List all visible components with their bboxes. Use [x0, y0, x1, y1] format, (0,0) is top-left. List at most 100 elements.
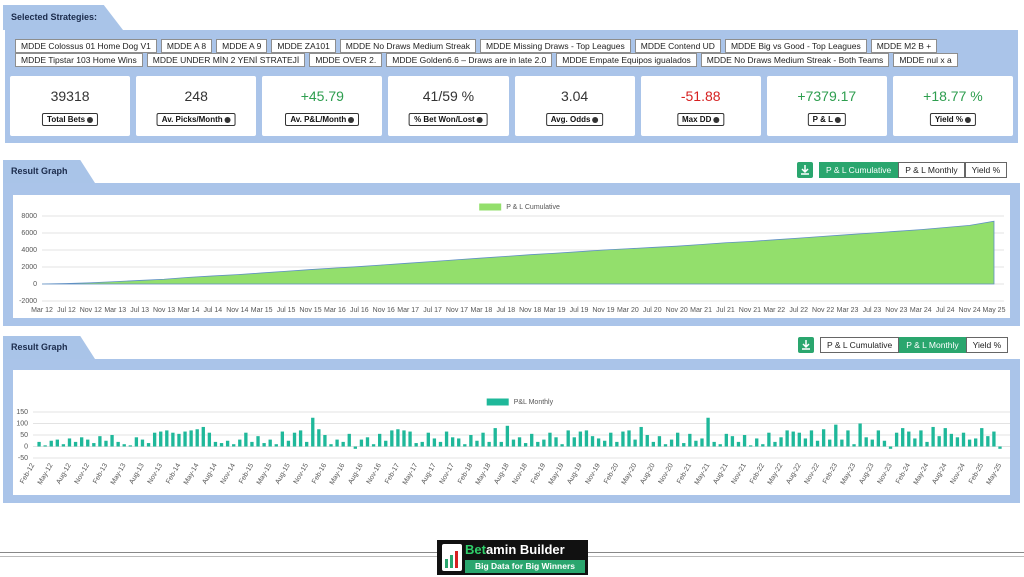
stat-label-box: Avg. Odds: [545, 113, 604, 126]
graph-toggle[interactable]: Yield %: [965, 337, 1009, 353]
bar: [791, 431, 795, 447]
strategy-tag: MDDE No Draws Medium Streak - Both Teams: [700, 53, 890, 67]
bar: [840, 439, 844, 447]
x-tick-label: Feb-21: [676, 462, 693, 485]
bar: [384, 440, 388, 447]
bar: [967, 439, 972, 447]
bar: [225, 440, 230, 447]
bar: [244, 432, 248, 447]
bar: [298, 430, 303, 447]
y-tick-label: -50: [18, 455, 28, 462]
bar: [894, 432, 899, 447]
bar: [201, 426, 205, 447]
bar: [931, 426, 935, 447]
x-tick-label: Jul 16: [350, 307, 369, 314]
bar: [329, 444, 333, 447]
stat-label-box: Max DD: [677, 113, 725, 126]
bar: [438, 441, 443, 447]
x-tick-label: May-24: [913, 462, 931, 486]
bar: [694, 440, 698, 447]
x-tick-label: May-21: [694, 462, 712, 486]
graph-toggle[interactable]: P & L Monthly: [898, 162, 965, 178]
strategy-tag: MDDE Empate Equipos igualados: [556, 53, 697, 67]
graph-toggle[interactable]: P & L Monthly: [899, 337, 966, 353]
bar: [505, 425, 510, 447]
stat-card: -51.88 Max DD: [640, 76, 761, 136]
bar: [359, 439, 364, 447]
bar: [396, 429, 400, 447]
bar: [487, 441, 491, 447]
section-tab: Result Graph: [3, 336, 95, 359]
bar: [61, 444, 66, 447]
graph-toggle[interactable]: P & L Cumulative: [819, 162, 899, 178]
x-tick-label: Aug-17: [420, 462, 437, 485]
bar: [584, 430, 589, 447]
bar: [463, 444, 467, 447]
stat-card: +18.77 % Yield %: [892, 76, 1013, 136]
bar: [207, 432, 212, 447]
x-tick-label: Jul 13: [130, 307, 149, 314]
bar: [128, 445, 132, 447]
bar: [92, 443, 96, 447]
x-tick-label: Mar 15: [251, 307, 273, 314]
bar: [548, 432, 552, 447]
stat-card: +7379.17 P & L: [766, 76, 887, 136]
bar: [219, 443, 224, 447]
bar: [347, 433, 351, 447]
download-button[interactable]: [798, 337, 814, 353]
stat-label: % Bet Won/Lost: [414, 115, 475, 124]
stat-label-box: Yield %: [929, 113, 977, 126]
stat-value: 248: [184, 88, 208, 104]
graph-toggle[interactable]: P & L Cumulative: [820, 337, 900, 353]
x-tick-label: May-25: [986, 462, 1004, 486]
bar: [536, 441, 540, 447]
bar: [742, 435, 747, 447]
x-tick-label: Mar 22: [763, 307, 785, 314]
bar: [134, 437, 139, 447]
x-tick-label: Nov 12: [80, 307, 102, 314]
bar: [55, 439, 59, 447]
bar: [256, 436, 260, 447]
y-tick-label: 0: [33, 281, 37, 288]
x-tick-label: Nov-22: [804, 462, 821, 485]
tagline: Big Data for Big Winners: [465, 560, 585, 573]
stat-label: Av. P&L/Month: [290, 115, 347, 124]
graph-toggle[interactable]: Yield %: [964, 162, 1008, 178]
x-tick-label: Feb-13: [92, 462, 109, 485]
bar: [821, 429, 826, 447]
bar: [761, 444, 765, 447]
stat-label-box: % Bet Won/Lost: [409, 113, 488, 126]
stat-label: Av. Picks/Month: [161, 115, 223, 124]
bar: [432, 438, 437, 447]
bar: [335, 439, 339, 447]
x-tick-label: Nov 18: [519, 307, 541, 314]
x-tick-label: May-13: [110, 462, 128, 486]
x-tick-label: Feb-19: [530, 462, 547, 485]
bar: [274, 444, 278, 447]
bar: [171, 432, 175, 447]
logo: Betamin Builder Big Data for Big Winners: [437, 540, 588, 575]
bar: [110, 435, 114, 447]
bar: [682, 443, 686, 447]
x-tick-label: Feb-25: [968, 462, 985, 485]
stat-label-box: Av. P&L/Month: [285, 113, 360, 126]
bar: [365, 437, 370, 447]
bar: [961, 432, 966, 447]
brand-rest: amin Builder: [485, 542, 565, 557]
x-tick-label: May-15: [256, 462, 274, 486]
x-tick-label: Aug-18: [493, 462, 510, 485]
button-group: P & L Cumulative P & L Monthly Yield %: [797, 162, 1008, 178]
bar: [183, 431, 187, 447]
info-icon: [348, 116, 355, 123]
x-tick-label: Mar 20: [617, 307, 639, 314]
bar: [609, 432, 613, 447]
download-button[interactable]: [797, 162, 813, 178]
bar: [152, 432, 157, 447]
bar: [414, 443, 418, 447]
bar: [876, 430, 881, 447]
strategy-tag: MDDE No Draws Medium Streak: [339, 39, 477, 53]
info-icon: [224, 116, 231, 123]
bar: [481, 432, 485, 447]
strategy-tag: MDDE M2 B +: [870, 39, 938, 53]
bar: [864, 437, 868, 447]
